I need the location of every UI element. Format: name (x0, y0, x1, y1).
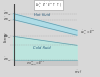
Text: $\dot{e}_{x_{h1}}$: $\dot{e}_{x_{h1}}$ (3, 10, 12, 18)
Polygon shape (14, 14, 77, 35)
Text: Exergy: Exergy (3, 31, 7, 42)
Polygon shape (14, 60, 77, 66)
Polygon shape (14, 36, 77, 60)
Text: Cold fluid: Cold fluid (33, 46, 51, 50)
Text: $\Delta\dot{e}_x^{cf}$  $\dot{E}^{cf}$  $\dot{E}^{cf}$  T  T  |: $\Delta\dot{e}_x^{cf}$ $\dot{E}^{cf}$ $\… (35, 1, 62, 10)
Text: $\dot{e}x_{h}^{cf} = \dot{E}^{cf}$: $\dot{e}x_{h}^{cf} = \dot{E}^{cf}$ (80, 28, 95, 37)
Text: $\dot{e}_{x_{c2}}$: $\dot{e}_{x_{c2}}$ (3, 56, 12, 64)
Text: $\dot{e}_{x_{h2}}$: $\dot{e}_{x_{h2}}$ (3, 16, 12, 24)
Text: $\dot{m}_{cf}$: $\dot{m}_{cf}$ (74, 69, 83, 76)
Text: $\dot{e}x_{ann}^{cf} = \dot{E}^{cf}$: $\dot{e}x_{ann}^{cf} = \dot{E}^{cf}$ (26, 59, 46, 68)
Text: Hot fluid: Hot fluid (34, 13, 50, 17)
Text: $\dot{e}_{x_{c1}}$: $\dot{e}_{x_{c1}}$ (3, 32, 12, 41)
